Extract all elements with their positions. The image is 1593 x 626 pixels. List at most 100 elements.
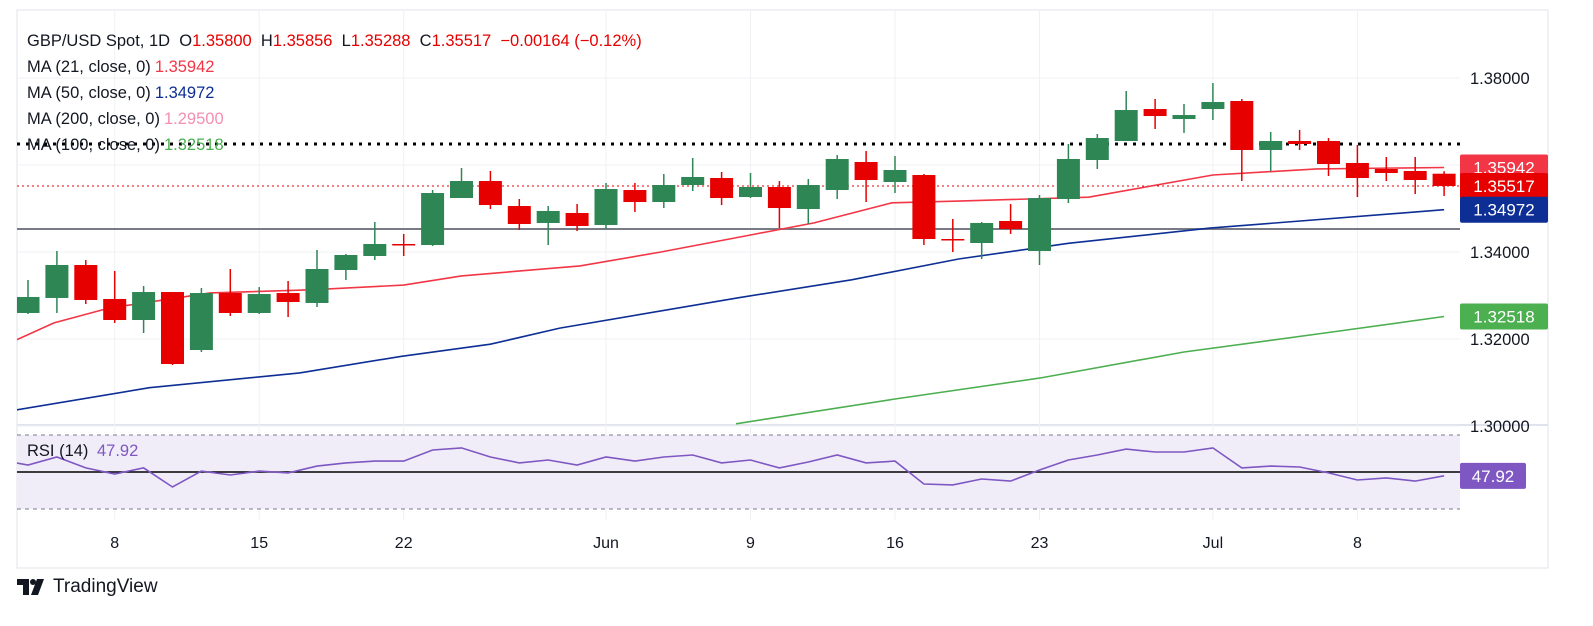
candle-down [1317, 137, 1340, 177]
price-badge-label: 1.34972 [1473, 201, 1534, 220]
legend-symbol-row: GBP/USD Spot, 1D O1.35800 H1.35856 L1.35… [27, 28, 642, 54]
ma100-value: 1.32518 [163, 136, 224, 154]
candle-body [45, 265, 69, 298]
candle-up [421, 190, 445, 246]
legend-ma21[interactable]: MA (21, close, 0) 1.35942 [27, 54, 642, 80]
candle-body [796, 185, 820, 210]
candle-down [74, 260, 98, 304]
candle-body [103, 298, 127, 320]
candle-up [1259, 131, 1283, 172]
x-tick-label: 22 [395, 535, 413, 552]
candle-up [450, 168, 473, 199]
candle-body [1432, 173, 1456, 187]
candle-up [17, 280, 40, 314]
candle-up [334, 254, 358, 281]
candle-body [623, 190, 647, 203]
legend-ma100[interactable]: MA (100, close, 0) 1.32518 [27, 132, 642, 158]
candle-up [1114, 91, 1138, 141]
candle-body [17, 296, 40, 313]
candle-body [594, 189, 618, 225]
legend-ma200[interactable]: MA (200, close, 0) 1.29500 [27, 106, 642, 132]
price-badge-label: 1.32518 [1473, 307, 1534, 326]
candle-body [883, 170, 907, 183]
candle-up [1172, 104, 1196, 133]
candle-body [74, 265, 98, 300]
candle-up [652, 174, 676, 209]
ma21-label: MA (21, close, 0) [27, 58, 151, 76]
y-tick-label: 1.32000 [1470, 331, 1530, 349]
candle-body [970, 222, 994, 243]
candle-body [912, 175, 936, 239]
candle-body [710, 178, 734, 199]
candle-up [536, 206, 560, 245]
candle-body [1374, 169, 1398, 174]
high-label: H [260, 32, 273, 50]
close-value: 1.35517 [431, 32, 492, 50]
rsi-label: RSI (14) [27, 442, 88, 460]
close-label: C [419, 32, 432, 50]
candle-up [739, 173, 762, 199]
candle-body [421, 193, 445, 245]
candle-body [681, 177, 705, 186]
x-tick-label: 8 [110, 535, 119, 552]
candle-down [1230, 99, 1254, 182]
rsi-line [16, 447, 1445, 488]
ma200-label: MA (200, close, 0) [27, 110, 160, 128]
candle-down [941, 218, 965, 252]
candle-down [218, 269, 242, 316]
candle-down [999, 204, 1023, 234]
candle-down [103, 271, 127, 323]
candle-up [1028, 195, 1051, 266]
candle-up [594, 183, 618, 229]
candle-body [825, 158, 849, 191]
candle-up [681, 157, 705, 192]
price-badge [1460, 173, 1548, 200]
x-tick-label: 23 [1031, 535, 1049, 552]
candle-down [1345, 144, 1369, 198]
candle-up [1201, 83, 1225, 121]
tradingview-logo[interactable]: TradingView [17, 576, 158, 598]
candle-body [1259, 140, 1283, 150]
price-badge [1460, 303, 1548, 330]
x-tick-label: 16 [886, 535, 904, 552]
x-tick-label: 8 [1353, 535, 1362, 552]
candle-up [189, 288, 213, 353]
candle-down [161, 292, 184, 366]
candle-body [1288, 140, 1312, 144]
candle-up [1056, 143, 1080, 204]
tradingview-logo-icon [17, 579, 44, 595]
legend-ma50[interactable]: MA (50, close, 0) 1.34972 [27, 80, 642, 106]
x-tick-label: Jul [1203, 535, 1223, 552]
candle-up [363, 221, 387, 261]
candle-body [941, 238, 965, 241]
rsi-legend-value: 47.92 [97, 442, 138, 460]
candle-down [854, 150, 878, 203]
x-tick-label: 15 [250, 535, 268, 552]
candle-down [912, 174, 936, 245]
candle-body [392, 243, 416, 246]
candle-body [1143, 109, 1167, 117]
candle-body [1056, 158, 1080, 200]
candle-down [1432, 171, 1456, 196]
candle-body [1345, 162, 1369, 179]
candle-body [767, 187, 791, 209]
price-badge-label: 1.35942 [1473, 159, 1534, 178]
price-badge-label: 1.35517 [1473, 177, 1534, 196]
candle-body [1085, 137, 1109, 160]
candle-body [507, 206, 531, 224]
ma100-label: MA (100, close, 0) [27, 136, 160, 154]
y-tick-label: 1.34000 [1470, 244, 1530, 262]
candle-body [536, 210, 560, 223]
candle-up [825, 154, 849, 200]
candle-body [999, 220, 1023, 229]
candle-body [1114, 110, 1138, 141]
candle-down [1403, 156, 1427, 195]
ma50-value: 1.34972 [154, 84, 215, 102]
candle-body [739, 187, 762, 198]
candle-body [565, 212, 589, 226]
candle-body [854, 161, 878, 181]
ma200-value: 1.29500 [163, 110, 224, 128]
y-tick-label: 1.38000 [1470, 70, 1530, 88]
open-value: 1.35800 [192, 32, 252, 50]
